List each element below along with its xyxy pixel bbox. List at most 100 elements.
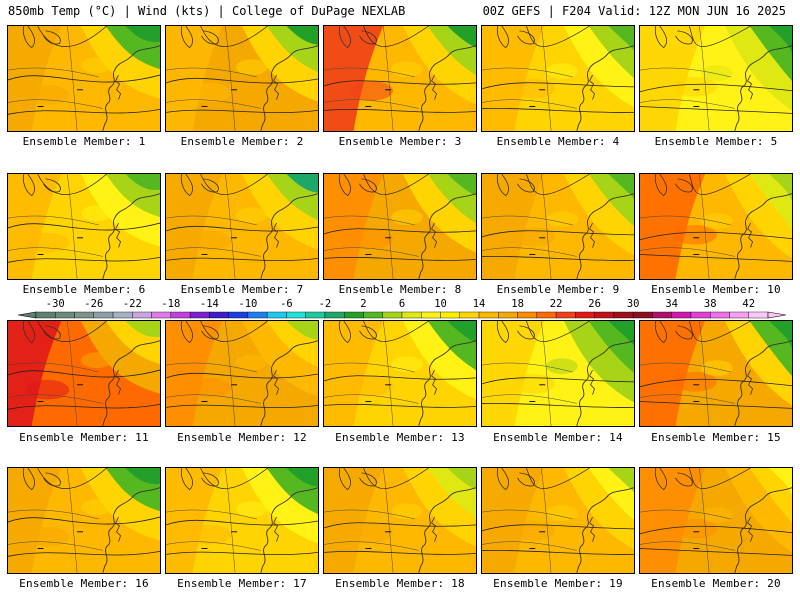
- ensemble-member-label: Ensemble Member: 6: [22, 283, 146, 296]
- colorbar-tick-label: 42: [742, 298, 756, 310]
- colorbar-swatch: [247, 311, 268, 319]
- colorbar-swatch: [189, 311, 210, 319]
- ensemble-member-label: Ensemble Member: 18: [335, 577, 465, 590]
- ensemble-member-label: Ensemble Member: 16: [19, 577, 149, 590]
- ensemble-member-label: Ensemble Member: 20: [651, 577, 781, 590]
- colorbar-tick-label: -6: [280, 298, 293, 310]
- colorbar-tick-label: -30: [45, 298, 65, 310]
- map-title: 850mb Temp (°C) | Wind (kts) | College o…: [8, 4, 406, 18]
- colorbar-swatch: [382, 311, 403, 319]
- ensemble-member-label: Ensemble Member: 10: [651, 283, 781, 296]
- colorbar-swatch: [151, 311, 172, 319]
- ensemble-member-label: Ensemble Member: 15: [651, 431, 781, 444]
- colorbar-max-arrow: [767, 311, 786, 319]
- colorbar-tick-label: -10: [238, 298, 258, 310]
- colorbar-swatch: [498, 311, 518, 319]
- ensemble-member-map: [481, 467, 635, 574]
- colorbar-tick-label: 34: [665, 298, 678, 310]
- ensemble-member-map: [639, 467, 793, 574]
- colorbar-swatch: [575, 311, 595, 319]
- colorbar-swatch: [112, 311, 133, 319]
- colorbar-swatch: [363, 311, 383, 319]
- colorbar-tick-label: 2: [360, 298, 367, 310]
- colorbar-swatch: [710, 311, 730, 319]
- colorbar-tick-label: 38: [703, 298, 717, 310]
- ensemble-member-map: [165, 467, 319, 574]
- colorbar-swatch: [517, 311, 538, 319]
- colorbar-tick-label: 14: [472, 298, 486, 310]
- ensemble-member-label: Ensemble Member: 9: [496, 283, 620, 296]
- colorbar-tick-label: 30: [626, 298, 640, 310]
- colorbar-swatch: [555, 311, 576, 319]
- ensemble-member-label: Ensemble Member: 17: [177, 577, 307, 590]
- colorbar-swatch: [401, 311, 422, 319]
- colorbar-swatch: [93, 311, 114, 319]
- colorbar-swatch: [478, 311, 499, 319]
- colorbar-tick-label: -18: [161, 298, 181, 310]
- colorbar-swatch: [671, 311, 692, 319]
- colorbar-tick-label: 18: [511, 298, 524, 310]
- colorbar-min-arrow: [18, 311, 37, 319]
- colorbar-tick-label: 6: [398, 298, 406, 310]
- colorbar-swatch: [690, 311, 711, 319]
- colorbar-swatch: [344, 311, 364, 319]
- ensemble-member-label: Ensemble Member: 12: [177, 431, 307, 444]
- colorbar-swatch: [55, 311, 75, 319]
- colorbar-tick-label: 22: [549, 298, 563, 310]
- ensemble-member-map: [7, 25, 161, 132]
- ensemble-member-label: Ensemble Member: 13: [335, 431, 465, 444]
- colorbar-swatch: [613, 311, 634, 319]
- colorbar-swatch: [209, 311, 229, 319]
- colorbar-swatch: [632, 311, 653, 319]
- ensemble-member-map: [323, 173, 477, 280]
- ensemble-member-map: [165, 320, 319, 427]
- colorbar-tick-label: -22: [122, 298, 142, 310]
- ensemble-member-label: Ensemble Member: 8: [338, 283, 462, 296]
- colorbar-tick-label: 26: [588, 298, 601, 310]
- colorbar-tick-label: 10: [434, 298, 447, 310]
- colorbar-swatch: [440, 311, 460, 319]
- colorbar-tick-label: -14: [199, 298, 219, 310]
- colorbar-swatch: [305, 311, 326, 319]
- ensemble-member-label: Ensemble Member: 14: [493, 431, 623, 444]
- ensemble-member-map: [639, 320, 793, 427]
- ensemble-member-map: [7, 467, 161, 574]
- ensemble-member-map: [7, 173, 161, 280]
- colorbar-swatch: [132, 311, 152, 319]
- ensemble-member-map: [481, 320, 635, 427]
- ensemble-member-label: Ensemble Member: 3: [338, 135, 462, 148]
- ensemble-member-label: Ensemble Member: 5: [654, 135, 778, 148]
- ensemble-member-map: [323, 467, 477, 574]
- colorbar-swatch: [228, 311, 249, 319]
- colorbar-swatch: [170, 311, 191, 319]
- ensemble-member-map: [165, 173, 319, 280]
- colorbar-swatch: [74, 311, 94, 319]
- colorbar-swatch: [324, 311, 345, 319]
- colorbar-swatch: [421, 311, 441, 319]
- run-valid-time: 00Z GEFS | F204 Valid: 12Z MON JUN 16 20…: [482, 4, 786, 18]
- ensemble-member-map: [639, 173, 793, 280]
- colorbar-tick-label: -2: [318, 298, 332, 310]
- colorbar-swatch: [729, 311, 749, 319]
- ensemble-member-label: Ensemble Member: 4: [496, 135, 620, 148]
- ensemble-member-map: [481, 173, 635, 280]
- colorbar-swatch: [748, 311, 769, 319]
- ensemble-member-label: Ensemble Member: 7: [180, 283, 304, 296]
- colorbar-swatch: [536, 311, 557, 319]
- ensemble-member-map: [165, 25, 319, 132]
- colorbar-swatch: [652, 311, 672, 319]
- ensemble-member-map: [7, 320, 161, 427]
- ensemble-member-map: [639, 25, 793, 132]
- colorbar-swatch: [459, 311, 480, 319]
- colorbar-swatch: [266, 311, 287, 319]
- ensemble-member-label: Ensemble Member: 19: [493, 577, 623, 590]
- colorbar-swatch: [594, 311, 615, 319]
- ensemble-member-label: Ensemble Member: 1: [22, 135, 146, 148]
- colorbar-tick-label: -26: [84, 298, 104, 310]
- colorbar-swatch: [35, 311, 56, 319]
- ensemble-member-map: [323, 320, 477, 427]
- ensemble-member-label: Ensemble Member: 11: [19, 431, 149, 444]
- temperature-colorbar: [18, 311, 786, 319]
- ensemble-member-map: [323, 25, 477, 132]
- ensemble-member-map: [481, 25, 635, 132]
